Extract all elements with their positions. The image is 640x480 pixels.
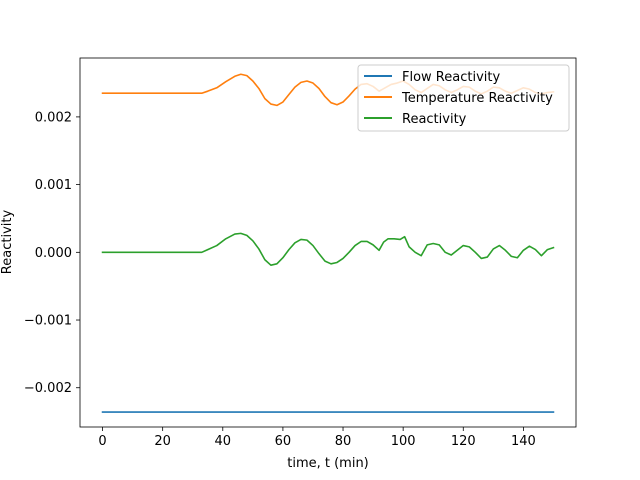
y-tick-label: 0.000 [35,246,72,261]
legend-label-flow: Flow Reactivity [402,70,500,85]
legend: Flow Reactivity Temperature Reactivity R… [357,64,570,132]
legend-label-temperature: Temperature Reactivity [401,91,553,106]
x-tick-label: 20 [154,434,171,449]
y-tick-label: −0.001 [24,314,72,329]
x-tick-label: 60 [275,434,292,449]
y-tick-label: −0.002 [24,381,72,396]
x-tick-label: 0 [98,434,106,449]
legend-box [357,64,570,132]
y-tick-label: 0.001 [35,178,72,193]
x-axis-ticks: 0 20 40 60 80 100 120 140 [98,427,536,449]
x-tick-label: 140 [511,434,536,449]
x-tick-label: 80 [335,434,352,449]
series-line-reactivity [101,232,555,266]
y-tick-label: 0.002 [35,110,72,125]
x-tick-label: 100 [391,434,416,449]
y-axis-label: Reactivity [0,210,15,275]
y-axis-ticks: −0.002 −0.001 0.000 0.001 0.002 [24,110,80,396]
legend-label-reactivity: Reactivity [402,112,467,127]
x-tick-label: 40 [215,434,232,449]
plot-frame [79,57,577,428]
axes-layer [79,57,577,428]
x-tick-label: 120 [451,434,476,449]
x-axis-label: time, t (min) [287,456,369,471]
